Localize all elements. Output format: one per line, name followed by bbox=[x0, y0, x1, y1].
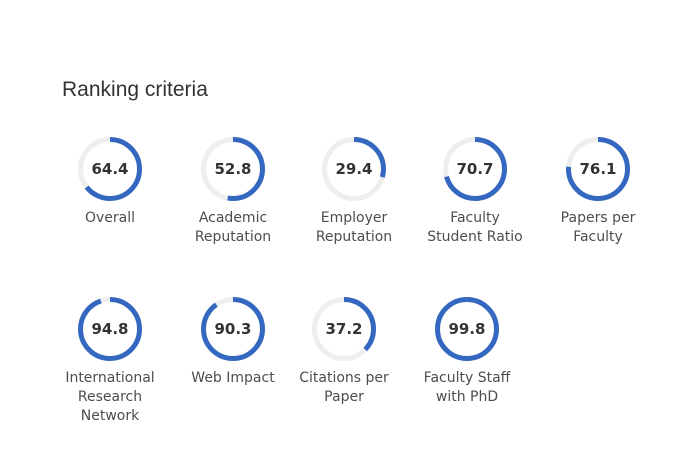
score-ring bbox=[201, 137, 265, 201]
score-ring bbox=[201, 297, 265, 361]
criterion-label: Overall bbox=[84, 210, 136, 226]
criterion-papers-per-faculty: 76.1 Papers per Faculty bbox=[536, 136, 660, 247]
score-value: 76.1 bbox=[579, 160, 617, 178]
ring-progress bbox=[201, 137, 265, 201]
score-value: 99.8 bbox=[448, 320, 486, 338]
criterion-label: Papers per Faculty bbox=[560, 210, 636, 245]
criterion-label: Web Impact bbox=[191, 370, 275, 386]
criterion-academic-reputation: 52.8 Academic Reputation bbox=[171, 136, 295, 247]
criterion-label: International Research Network bbox=[65, 370, 155, 424]
ring-progress bbox=[443, 137, 507, 201]
criterion-label: Faculty Staff with PhD bbox=[423, 370, 511, 405]
score-value: 29.4 bbox=[335, 160, 373, 178]
criterion-faculty-student-ratio: 70.7 Faculty Student Ratio bbox=[413, 136, 537, 247]
criterion-overall: 64.4 Overall bbox=[48, 136, 172, 228]
criterion-citations-per-paper: 37.2 Citations per Paper bbox=[282, 296, 406, 407]
score-ring bbox=[322, 137, 386, 201]
ring-progress bbox=[566, 137, 630, 201]
ring-progress bbox=[322, 137, 386, 201]
score-ring bbox=[78, 297, 142, 361]
score-value: 52.8 bbox=[214, 160, 252, 178]
criterion-international-research-network: 94.8 International Research Network bbox=[48, 296, 172, 426]
score-value: 64.4 bbox=[91, 160, 129, 178]
score-ring bbox=[566, 137, 630, 201]
score-value: 70.7 bbox=[456, 160, 494, 178]
section-title: Ranking criteria bbox=[62, 78, 208, 101]
criterion-web-impact: 90.3 Web Impact bbox=[171, 296, 295, 388]
score-ring bbox=[78, 137, 142, 201]
criterion-faculty-staff-with-phd: 99.8 Faculty Staff with PhD bbox=[405, 296, 529, 407]
criterion-label: Faculty Student Ratio bbox=[427, 210, 523, 245]
score-ring bbox=[312, 297, 376, 361]
score-ring bbox=[443, 137, 507, 201]
ring-progress bbox=[78, 137, 142, 201]
ring-progress bbox=[435, 297, 499, 361]
score-value: 94.8 bbox=[91, 320, 129, 338]
criterion-label: Academic Reputation bbox=[194, 210, 272, 245]
ring-progress bbox=[78, 297, 142, 361]
score-value: 90.3 bbox=[214, 320, 252, 338]
criterion-label: Citations per Paper bbox=[299, 370, 389, 405]
score-ring bbox=[435, 297, 499, 361]
criterion-employer-reputation: 29.4 Employer Reputation bbox=[292, 136, 416, 247]
criterion-label: Employer Reputation bbox=[315, 210, 393, 245]
ring-progress bbox=[312, 297, 376, 361]
score-value: 37.2 bbox=[325, 320, 363, 338]
ring-progress bbox=[201, 297, 265, 361]
